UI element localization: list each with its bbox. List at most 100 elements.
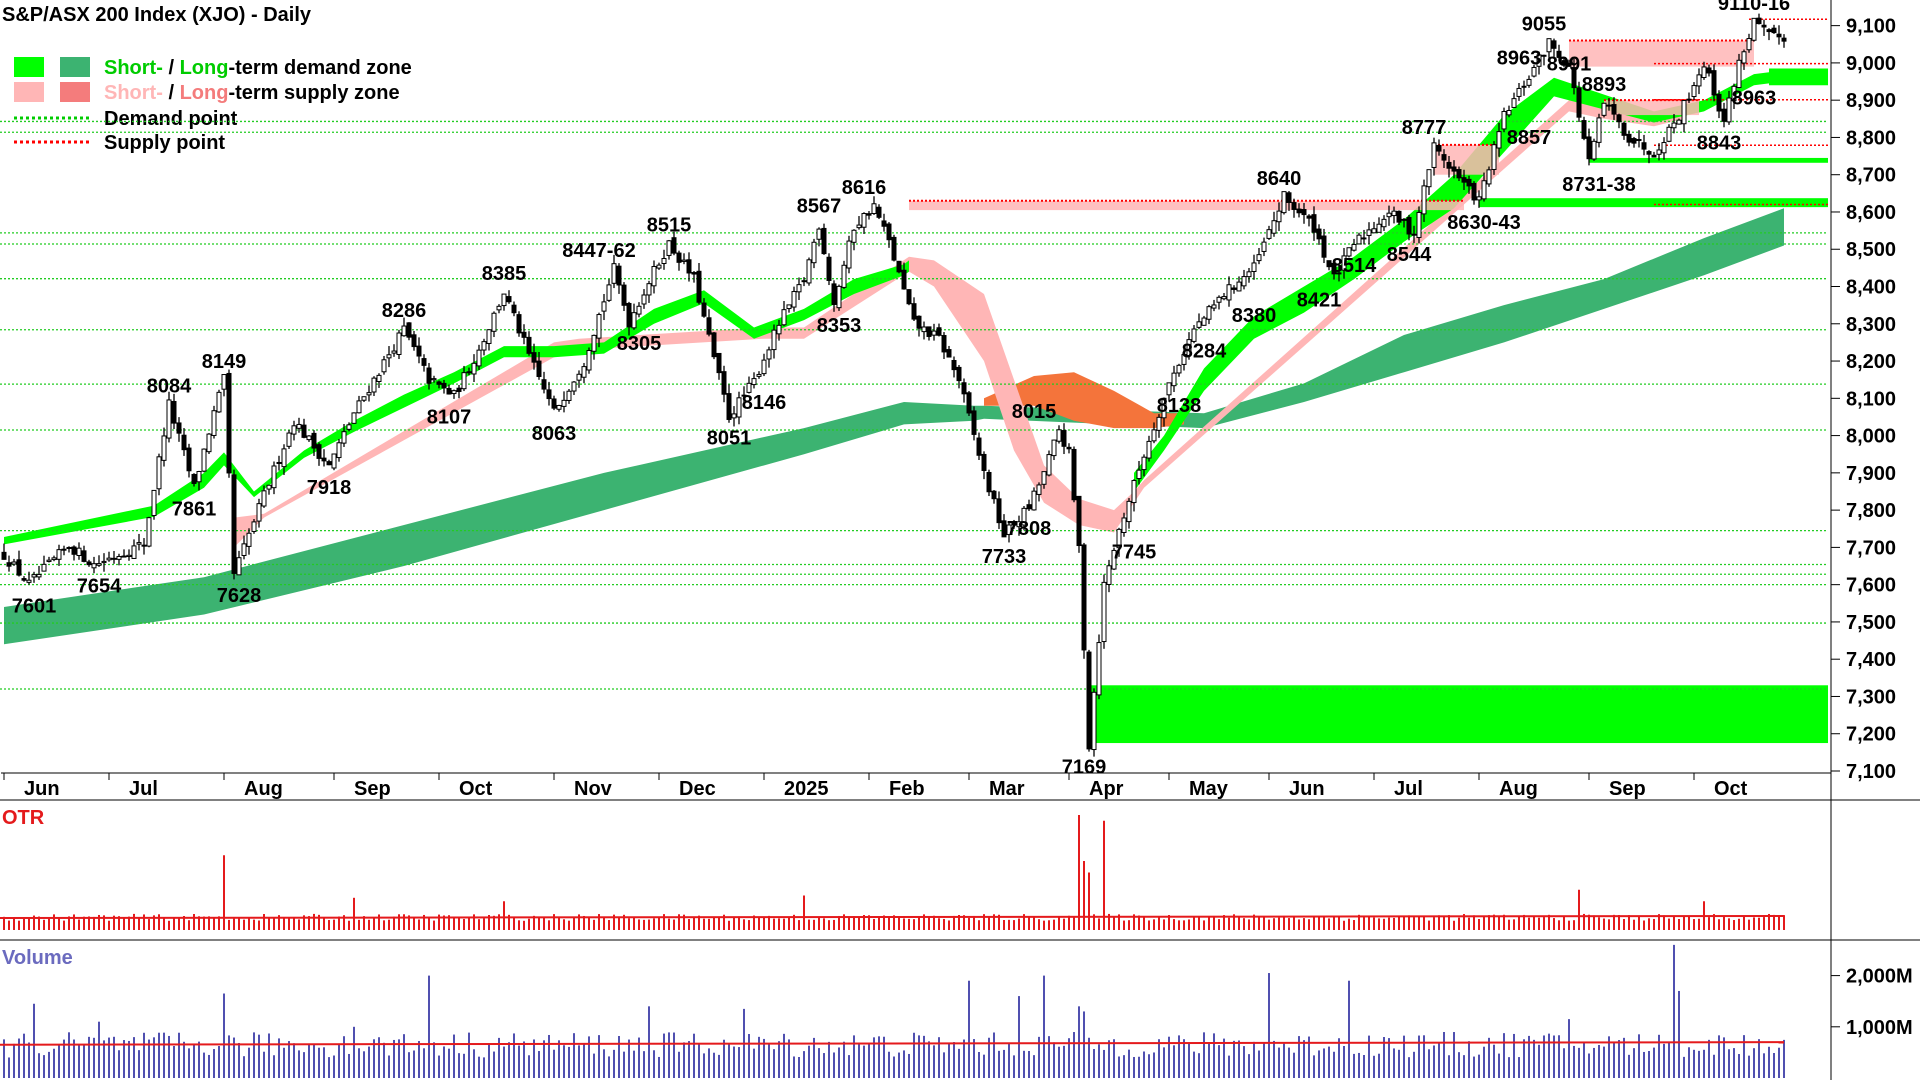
candle-body (1426, 169, 1432, 188)
candle-body (416, 345, 422, 357)
candle-body (1116, 528, 1122, 549)
candle-body (746, 382, 752, 393)
price-annotation: 7745 (1112, 542, 1157, 564)
demand-zone (1089, 685, 1828, 744)
candle-body (276, 461, 282, 464)
price-annotation: 8149 (202, 351, 247, 373)
candle-body (1146, 440, 1152, 459)
candle-body (761, 359, 767, 375)
candle-body (1421, 185, 1427, 215)
candle-body (281, 448, 287, 468)
candle-body (1506, 109, 1512, 116)
supply-zone (909, 200, 1464, 211)
x-tick-label: Jun (1289, 778, 1325, 800)
candle-body (671, 237, 677, 254)
supply-demand-zones (909, 39, 1828, 744)
candle-body (1706, 67, 1712, 74)
candle-body (116, 556, 122, 560)
candle-body (1751, 17, 1757, 41)
candle-body (596, 314, 602, 339)
candle-body (961, 382, 967, 395)
candle-body (1176, 364, 1182, 374)
candle-body (1646, 151, 1652, 155)
candle-body (1536, 54, 1542, 67)
candle-body (431, 378, 437, 381)
candle-body (141, 544, 147, 547)
candle-body (626, 302, 632, 328)
price-annotation: 8544 (1387, 244, 1432, 266)
candle-body (676, 252, 682, 263)
candle-body (1696, 74, 1702, 87)
candle-body (661, 258, 667, 265)
candle-body (1156, 416, 1162, 431)
candle-body (1251, 262, 1257, 272)
candle-body (1431, 142, 1437, 168)
price-annotation: 8843 (1697, 132, 1742, 154)
candle-body (1481, 180, 1487, 200)
candle-body (21, 578, 27, 581)
candle-body (581, 366, 587, 378)
candle-body (911, 303, 917, 320)
volume-panel-label: Volume (2, 947, 73, 969)
candle-body (1371, 228, 1377, 234)
x-tick-label: Sep (354, 778, 391, 800)
candle-body (921, 326, 927, 333)
candle-body (726, 393, 732, 420)
candle-body (1301, 209, 1307, 216)
candle-body (1211, 304, 1217, 309)
price-annotation: 8146 (742, 392, 787, 414)
candle-body (716, 352, 722, 374)
candle-body (76, 547, 82, 557)
candle-body (941, 335, 947, 353)
candle-body (1441, 154, 1447, 161)
price-annotation: 8963 (1732, 88, 1777, 110)
candle-body (66, 546, 72, 549)
candle-body (1191, 328, 1197, 342)
candle-body (791, 291, 797, 308)
candle-body (246, 532, 252, 547)
candle-body (376, 374, 382, 383)
candle-body (1766, 29, 1772, 33)
candle-body (1666, 126, 1672, 142)
price-annotation: 8857 (1507, 127, 1552, 149)
candle-body (766, 349, 772, 360)
y-tick-label: 8,700 (1846, 165, 1896, 187)
candle-body (1356, 234, 1362, 245)
candle-body (1051, 439, 1057, 457)
x-tick-label: Oct (459, 778, 493, 800)
candle-body (1386, 212, 1392, 218)
volume-bars (0, 944, 1785, 1078)
candle-body (741, 394, 747, 397)
price-annotation: 8421 (1297, 290, 1342, 312)
candle-body (426, 367, 432, 384)
candle-body (401, 325, 407, 337)
y-tick-label: 8,000 (1846, 426, 1896, 448)
y-tick-label: 8,400 (1846, 277, 1896, 299)
candle-body (976, 437, 982, 456)
candle-body (1551, 40, 1557, 49)
x-tick-label: Dec (679, 778, 716, 800)
candle-body (846, 240, 852, 269)
candle-body (1781, 37, 1787, 42)
price-annotation: 8630-43 (1447, 212, 1520, 234)
candle-body (831, 283, 837, 305)
candle-body (876, 206, 882, 218)
candle-body (966, 392, 972, 414)
candle-body (896, 260, 902, 273)
price-annotation: 8015 (1012, 401, 1057, 423)
candle-body (1651, 154, 1657, 158)
y-tick-label: 7,600 (1846, 575, 1896, 597)
candle-body (1396, 210, 1402, 223)
candle-body (1331, 262, 1337, 275)
candle-body (406, 322, 412, 338)
demand-zone (1479, 198, 1828, 208)
candle-body (1711, 70, 1717, 96)
candle-body (196, 471, 202, 483)
candle-body (1626, 133, 1632, 143)
candle-body (1186, 339, 1192, 356)
candle-body (526, 336, 532, 354)
candle-body (241, 543, 247, 556)
y-tick-label: 8,500 (1846, 239, 1896, 261)
candle-body (456, 387, 462, 393)
candle-body (1691, 85, 1697, 98)
